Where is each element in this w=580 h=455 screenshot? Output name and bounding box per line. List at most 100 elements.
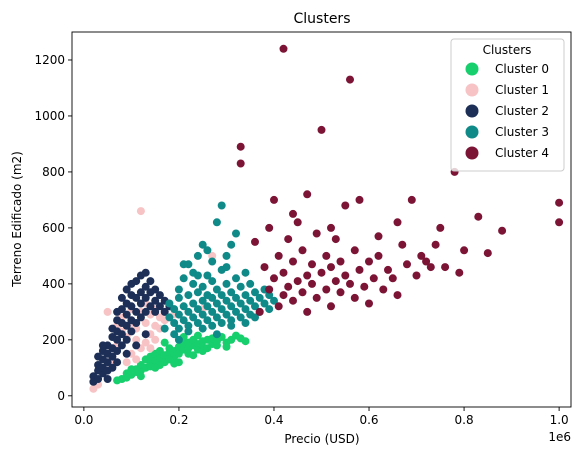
data-point: [217, 291, 226, 300]
plot-frame: [71, 31, 572, 408]
data-point: [132, 335, 141, 344]
data-point: [193, 319, 202, 327]
y-tick-label: 0: [57, 389, 65, 403]
data-point: [265, 291, 274, 300]
y-tick-label: 400: [42, 277, 65, 291]
data-point: [212, 330, 221, 339]
data-point: [136, 207, 145, 216]
data-point: [184, 327, 193, 336]
legend-marker: [465, 83, 479, 97]
data-point: [236, 159, 245, 168]
data-point: [170, 305, 179, 314]
data-point: [303, 307, 312, 316]
data-point: [374, 232, 383, 241]
data-point: [393, 218, 402, 227]
data-point: [217, 201, 226, 210]
data-point: [555, 218, 564, 227]
data-point: [184, 307, 193, 316]
legend-label: Cluster 4: [495, 146, 549, 160]
data-point: [198, 324, 207, 333]
data-point: [236, 313, 245, 322]
data-point: [212, 299, 221, 308]
data-point: [132, 341, 141, 350]
data-point: [303, 271, 312, 280]
data-point: [189, 351, 198, 360]
data-point: [122, 373, 131, 382]
data-point: [232, 307, 240, 316]
data-point: [355, 265, 364, 274]
data-point: [98, 341, 107, 350]
data-point: [117, 305, 126, 314]
y-tick-label: 800: [42, 165, 65, 179]
data-point: [279, 291, 288, 300]
series-cluster-0: [113, 331, 250, 385]
data-point: [179, 260, 188, 269]
data-point: [127, 302, 136, 311]
series-cluster-4: [236, 44, 564, 316]
data-point: [151, 335, 160, 344]
data-point: [241, 337, 250, 346]
series-cluster-2: [89, 268, 174, 386]
data-point: [212, 218, 221, 227]
data-point: [136, 299, 145, 308]
data-point: [251, 237, 259, 246]
data-point: [308, 279, 316, 288]
x-offset-label: 1e6: [548, 430, 571, 444]
chart-title: Clusters: [294, 11, 351, 27]
data-point: [189, 279, 198, 288]
data-point: [189, 299, 198, 308]
data-point: [289, 296, 297, 305]
data-point: [146, 302, 155, 311]
data-point: [212, 313, 221, 322]
data-point: [336, 288, 345, 297]
data-point: [555, 198, 564, 207]
data-point: [141, 282, 150, 291]
data-point: [108, 352, 117, 361]
legend-label: Cluster 3: [495, 125, 549, 139]
data-point: [412, 271, 421, 280]
data-point: [141, 319, 150, 327]
data-point: [141, 307, 150, 316]
y-tick-label: 1200: [34, 53, 65, 67]
data-point: [203, 246, 212, 255]
data-point: [122, 349, 131, 358]
data-point: [403, 260, 411, 269]
data-point: [422, 257, 431, 266]
x-axis-label: Precio (USD): [284, 432, 359, 446]
data-point: [289, 257, 297, 266]
x-tick-label: 0.6: [359, 413, 378, 427]
data-point: [236, 282, 245, 291]
data-point: [179, 316, 188, 325]
series-cluster-3: [160, 201, 278, 344]
data-point: [117, 341, 126, 350]
data-point: [217, 305, 226, 314]
data-point: [227, 321, 236, 330]
legend-marker: [465, 62, 479, 76]
data-point: [141, 268, 150, 277]
x-tick-label: 0.2: [169, 413, 188, 427]
data-point: [312, 293, 321, 302]
data-point: [251, 288, 259, 297]
data-point: [184, 291, 193, 300]
data-point: [146, 344, 155, 353]
data-point: [113, 335, 122, 344]
data-point: [322, 285, 331, 294]
data-point: [179, 302, 188, 311]
data-point: [208, 321, 217, 330]
data-point: [212, 341, 221, 350]
data-point: [198, 310, 207, 319]
data-point: [193, 331, 202, 340]
data-point: [431, 240, 440, 249]
data-point: [298, 246, 307, 255]
data-point: [308, 260, 316, 269]
points-layer: [89, 44, 564, 393]
data-point: [322, 251, 331, 260]
data-point: [460, 246, 469, 255]
data-point: [227, 316, 236, 325]
data-point: [232, 293, 240, 302]
data-point: [350, 246, 359, 255]
data-point: [141, 330, 150, 339]
data-point: [193, 305, 202, 314]
data-point: [436, 223, 445, 232]
